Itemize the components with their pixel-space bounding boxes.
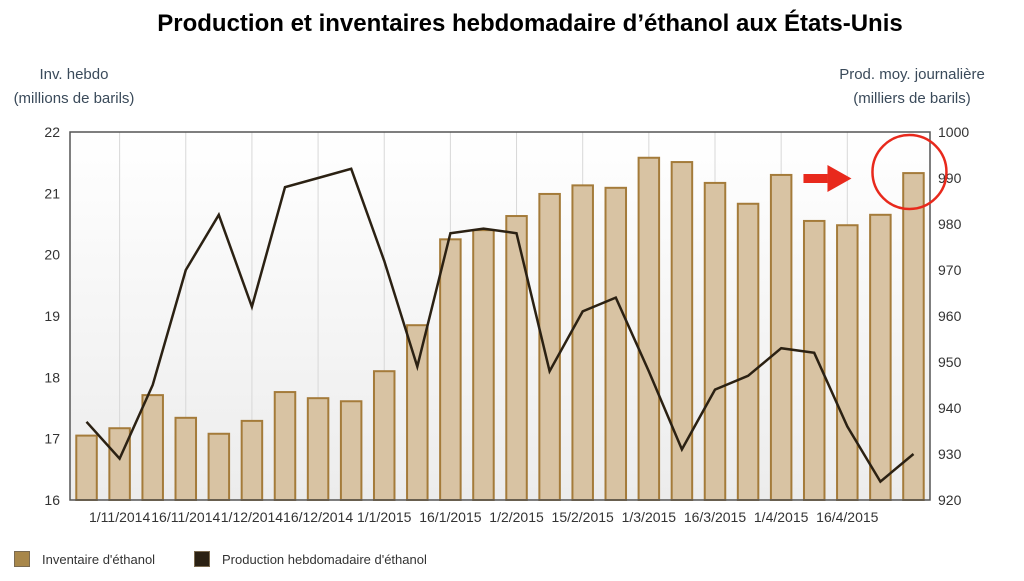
legend-swatch-production [194,551,210,567]
bar-inventory [769,173,793,502]
x-tick-label: 1/3/2015 [622,509,677,525]
bar-inventory [604,186,628,502]
legend-swatch-inventory [14,551,30,567]
bar-inventory [108,427,131,501]
right-y-tick-label: 930 [938,446,962,462]
right-axis-title: Prod. moy. journalière (milliers de bari… [830,63,994,111]
x-tick-label: 16/4/2015 [816,509,878,525]
bar-inventory [273,391,297,502]
left-y-tick-label: 16 [44,492,60,508]
right-axis-title-line1: Prod. moy. journalière [839,66,985,83]
annotation-arrow-shaft [803,174,828,183]
legend-label-production: Production hebdomadaire d'éthanol [222,551,427,567]
bar-inventory [174,416,198,501]
bar-inventory [571,184,594,502]
x-tick-label: 16/11/2014 [151,509,220,525]
plot-background [70,132,930,500]
bar-inventory [869,213,892,502]
annotation-arrow-head [827,165,852,192]
left-y-tick-label: 22 [44,124,60,140]
right-axis-title-line2: (milliers de barils) [853,90,971,107]
right-y-tick-label: 940 [938,400,962,416]
right-y-tick-label: 960 [938,308,962,324]
legend: Inventaire d'éthanol Production hebdomad… [0,551,1024,575]
bar-inventory [339,400,363,501]
left-axis-title-line2: (millions de barils) [13,90,135,107]
right-y-tick-label: 920 [938,492,962,508]
x-tick-label: 16/3/2015 [684,509,746,525]
x-tick-label: 1/12/2014 [221,509,283,525]
bar-inventory [736,202,760,501]
legend-item-inventory: Inventaire d'éthanol [14,551,155,567]
line-production [85,167,915,484]
bar-inventory [141,394,164,501]
legend-label-inventory: Inventaire d'éthanol [42,551,156,567]
bar-inventory [472,229,495,501]
bar-inventory [836,224,859,502]
left-axis-title: Inv. hebdo (millions de barils) [0,63,148,111]
bar-inventory [802,219,826,502]
bar-inventory [439,238,462,501]
right-y-tick-label: 970 [938,262,962,278]
bar-inventory [902,172,925,502]
left-axis-title-line1: Inv. hebdo [39,66,109,83]
x-tick-label: 15/2/2015 [552,509,614,525]
right-y-tick-label: 980 [938,216,962,232]
right-y-tick-label: 990 [938,170,962,186]
left-y-tick-label: 17 [44,431,60,447]
x-tick-label: 1/2/2015 [489,509,544,525]
bar-inventory [207,432,231,502]
left-y-tick-label: 21 [44,185,60,201]
bar-inventory [240,419,264,502]
x-tick-label: 1/11/2014 [89,509,150,525]
bar-inventory [75,434,98,502]
left-y-tick-label: 19 [44,308,60,324]
legend-item-production: Production hebdomadaire d'éthanol [194,551,427,567]
bar-inventory [372,370,396,502]
left-y-tick-label: 20 [44,247,60,263]
left-y-tick-label: 18 [44,369,60,385]
x-tick-label: 1/1/2015 [357,509,412,525]
bar-inventory [637,156,661,501]
chart-title: Production et inventaires hebdomadaire d… [157,10,903,37]
plot-frame [69,131,931,501]
bar-inventory [406,324,429,502]
bar-inventory [538,192,561,502]
bar-inventory [703,181,727,501]
x-tick-label: 16/12/2014 [283,509,353,525]
annotation-circle [871,133,948,211]
x-tick-label: 16/1/2015 [419,509,481,525]
right-y-tick-label: 1000 [938,124,969,140]
x-tick-label: 1/4/2015 [754,509,809,525]
bar-inventory [306,397,330,502]
right-y-tick-label: 950 [938,354,962,370]
